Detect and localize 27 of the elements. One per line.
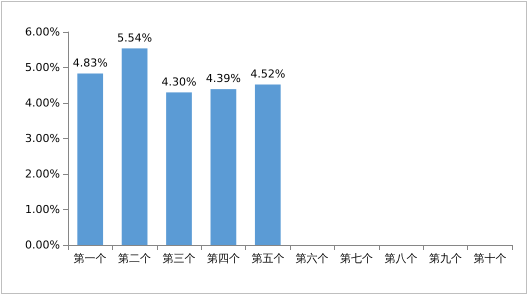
x-tick-label: 第八个: [384, 252, 418, 265]
x-tick-label: 第二个: [118, 252, 152, 265]
x-tick-label: 第九个: [428, 252, 462, 265]
data-label: 4.39%: [206, 72, 241, 86]
bar: [210, 89, 236, 245]
bar: [166, 92, 192, 245]
data-label: 4.30%: [162, 75, 196, 88]
y-tick-label: 5.00%: [25, 61, 60, 74]
x-tick-label: 第一个: [74, 252, 107, 265]
y-tick-label: 2.00%: [25, 168, 60, 180]
y-tick-label: 0.00%: [25, 238, 60, 252]
x-tick-label: 第四个: [206, 252, 240, 265]
x-tick-label: 第十个: [473, 252, 506, 265]
bar: [77, 74, 104, 245]
data-label: 5.54%: [117, 31, 152, 44]
x-tick-label: 第五个: [251, 252, 284, 265]
data-label: 4.52%: [250, 68, 286, 81]
bar: [254, 84, 281, 245]
y-tick-label: 4.00%: [25, 96, 60, 110]
data-label: 4.83%: [72, 56, 108, 70]
y-tick-label: 3.00%: [25, 132, 60, 145]
x-tick-label: 第三个: [162, 252, 196, 265]
y-tick-label: 1.00%: [25, 203, 60, 216]
x-tick-label: 第六个: [296, 252, 329, 265]
bar: [122, 48, 148, 245]
x-tick-label: 第七个: [340, 252, 374, 265]
y-tick-label: 6.00%: [25, 26, 60, 38]
